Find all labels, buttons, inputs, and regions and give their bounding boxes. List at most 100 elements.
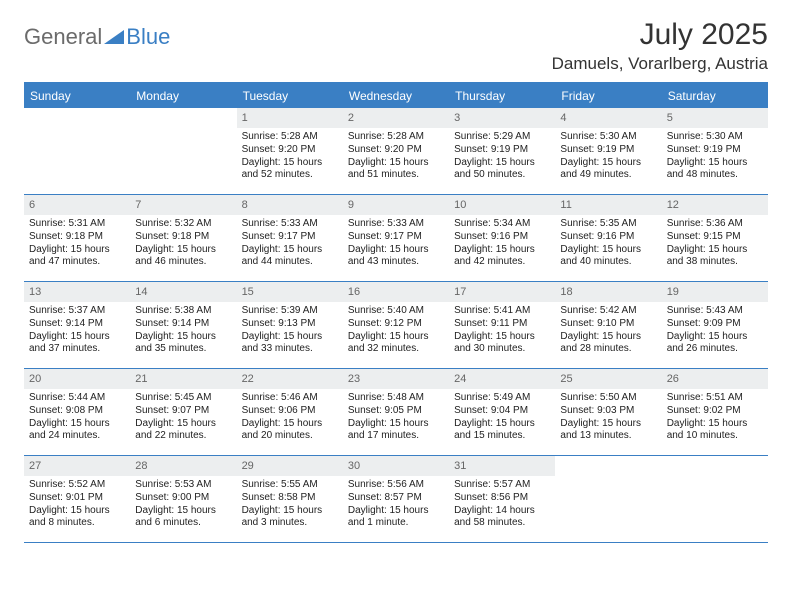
sunset-text: Sunset: 9:11 PM [454, 318, 550, 331]
day-number: 11 [555, 195, 661, 215]
daylight-text: Daylight: 15 hours and 28 minutes. [560, 331, 656, 357]
calendar-cell: 7Sunrise: 5:32 AMSunset: 9:18 PMDaylight… [130, 195, 236, 281]
sunset-text: Sunset: 9:20 PM [242, 144, 338, 157]
day-body: Sunrise: 5:51 AMSunset: 9:02 PMDaylight:… [662, 389, 768, 449]
calendar-cell [555, 456, 661, 542]
sunset-text: Sunset: 9:12 PM [348, 318, 444, 331]
day-body: Sunrise: 5:30 AMSunset: 9:19 PMDaylight:… [555, 128, 661, 188]
day-body: Sunrise: 5:33 AMSunset: 9:17 PMDaylight:… [343, 215, 449, 275]
day-number: 5 [662, 108, 768, 128]
calendar-cell: 29 Sunrise: 5:55 AMSunset: 8:58 PMDayligh… [237, 456, 343, 542]
calendar-cell: 20Sunrise: 5:44 AMSunset: 9:08 PMDayligh… [24, 369, 130, 455]
logo-triangle-icon [104, 28, 124, 46]
day-number: 21 [130, 369, 236, 389]
sunrise-text: Sunrise: 5:33 AM [348, 218, 444, 231]
day-number: 6 [24, 195, 130, 215]
day-header: Friday [555, 84, 661, 108]
title-block: July 2025 Damuels, Vorarlberg, Austria [552, 18, 768, 74]
day-number: 23 [343, 369, 449, 389]
day-body: Sunrise: 5:28 AMSunset: 9:20 PMDaylight:… [237, 128, 343, 188]
header: General Blue July 2025 Damuels, Vorarlbe… [24, 18, 768, 74]
day-body: Sunrise: 5:44 AMSunset: 9:08 PMDaylight:… [24, 389, 130, 449]
daylight-text: Daylight: 15 hours and 22 minutes. [135, 418, 231, 444]
sunrise-text: Sunrise: 5:50 AM [560, 392, 656, 405]
calendar-cell: 26Sunrise: 5:51 AMSunset: 9:02 PMDayligh… [662, 369, 768, 455]
sunrise-text: Sunrise: 5:28 AM [348, 131, 444, 144]
day-body: Sunrise: 5:28 AMSunset: 9:20 PMDaylight:… [343, 128, 449, 188]
sunset-text: Sunset: 9:20 PM [348, 144, 444, 157]
calendar-cell: 15Sunrise: 5:39 AMSunset: 9:13 PMDayligh… [237, 282, 343, 368]
month-title: July 2025 [552, 18, 768, 52]
daylight-text: Daylight: 14 hours and 58 minutes. [454, 505, 550, 531]
sunset-text: Sunset: 8:56 PM [454, 492, 550, 505]
day-body: Sunrise: 5:37 AMSunset: 9:14 PMDaylight:… [24, 302, 130, 362]
daylight-text: Daylight: 15 hours and 42 minutes. [454, 244, 550, 270]
sunrise-text: Sunrise: 5:43 AM [667, 305, 763, 318]
day-body: Sunrise: 5:35 AMSunset: 9:16 PMDaylight:… [555, 215, 661, 275]
daylight-text: Daylight: 15 hours and 30 minutes. [454, 331, 550, 357]
day-number: 30 [343, 456, 449, 476]
calendar-cell: 2Sunrise: 5:28 AMSunset: 9:20 PMDaylight… [343, 108, 449, 194]
daylight-text: Daylight: 15 hours and 24 minutes. [29, 418, 125, 444]
sunset-text: Sunset: 9:01 PM [29, 492, 125, 505]
sunset-text: Sunset: 9:03 PM [560, 405, 656, 418]
sunrise-text: Sunrise: 5:31 AM [29, 218, 125, 231]
day-number: 22 [237, 369, 343, 389]
day-body: Sunrise: 5:40 AMSunset: 9:12 PMDaylight:… [343, 302, 449, 362]
day-number: 8 [237, 195, 343, 215]
sunrise-text: Sunrise: 5:35 AM [560, 218, 656, 231]
day-body: Sunrise: 5:41 AMSunset: 9:11 PMDaylight:… [449, 302, 555, 362]
calendar-cell: 1Sunrise: 5:28 AMSunset: 9:20 PMDaylight… [237, 108, 343, 194]
day-number: 12 [662, 195, 768, 215]
sunset-text: Sunset: 9:04 PM [454, 405, 550, 418]
day-number: 10 [449, 195, 555, 215]
sunrise-text: Sunrise: 5:55 AM [242, 479, 338, 492]
sunrise-text: Sunrise: 5:51 AM [667, 392, 763, 405]
sunrise-text: Sunrise: 5:28 AM [242, 131, 338, 144]
day-header: Sunday [24, 84, 130, 108]
daylight-text: Daylight: 15 hours and 52 minutes. [242, 157, 338, 183]
day-body: Sunrise: 5:31 AMSunset: 9:18 PMDaylight:… [24, 215, 130, 275]
sunset-text: Sunset: 8:57 PM [348, 492, 444, 505]
day-body: Sunrise: 5:57 AMSunset: 8:56 PMDaylight:… [449, 476, 555, 536]
calendar-cell: 24Sunrise: 5:49 AMSunset: 9:04 PMDayligh… [449, 369, 555, 455]
day-number: 20 [24, 369, 130, 389]
sunset-text: Sunset: 9:02 PM [667, 405, 763, 418]
day-body: Sunrise: 5:56 AMSunset: 8:57 PMDaylight:… [343, 476, 449, 536]
sunset-text: Sunset: 9:17 PM [242, 231, 338, 244]
daylight-text: Daylight: 15 hours and 37 minutes. [29, 331, 125, 357]
day-body: Sunrise: 5:38 AMSunset: 9:14 PMDaylight:… [130, 302, 236, 362]
calendar-cell: 17Sunrise: 5:41 AMSunset: 9:11 PMDayligh… [449, 282, 555, 368]
daylight-text: Daylight: 15 hours and 50 minutes. [454, 157, 550, 183]
calendar-week: 1Sunrise: 5:28 AMSunset: 9:20 PMDaylight… [24, 108, 768, 195]
daylight-text: Daylight: 15 hours and 32 minutes. [348, 331, 444, 357]
sunrise-text: Sunrise: 5:30 AM [560, 131, 656, 144]
day-number: 27 [24, 456, 130, 476]
day-number: 28 [130, 456, 236, 476]
sunset-text: Sunset: 9:14 PM [135, 318, 231, 331]
sunrise-text: Sunrise: 5:32 AM [135, 218, 231, 231]
sunrise-text: Sunrise: 5:48 AM [348, 392, 444, 405]
calendar-cell: 28Sunrise: 5:53 AMSunset: 9:00 PMDayligh… [130, 456, 236, 542]
day-number: 29 [237, 456, 343, 476]
calendar-cell: 8Sunrise: 5:33 AMSunset: 9:17 PMDaylight… [237, 195, 343, 281]
sunset-text: Sunset: 9:07 PM [135, 405, 231, 418]
calendar-cell: 27Sunrise: 5:52 AMSunset: 9:01 PMDayligh… [24, 456, 130, 542]
daylight-text: Daylight: 15 hours and 48 minutes. [667, 157, 763, 183]
daylight-text: Daylight: 15 hours and 3 minutes. [242, 505, 338, 531]
calendar-cell: 3Sunrise: 5:29 AMSunset: 9:19 PMDaylight… [449, 108, 555, 194]
sunset-text: Sunset: 8:58 PM [242, 492, 338, 505]
day-number: 15 [237, 282, 343, 302]
day-body: Sunrise: 5:32 AMSunset: 9:18 PMDaylight:… [130, 215, 236, 275]
sunrise-text: Sunrise: 5:49 AM [454, 392, 550, 405]
daylight-text: Daylight: 15 hours and 38 minutes. [667, 244, 763, 270]
sunset-text: Sunset: 9:19 PM [667, 144, 763, 157]
day-body: Sunrise: 5:30 AMSunset: 9:19 PMDaylight:… [662, 128, 768, 188]
day-number: 3 [449, 108, 555, 128]
daylight-text: Daylight: 15 hours and 51 minutes. [348, 157, 444, 183]
sunset-text: Sunset: 9:17 PM [348, 231, 444, 244]
calendar-week: 20Sunrise: 5:44 AMSunset: 9:08 PMDayligh… [24, 369, 768, 456]
day-number: 25 [555, 369, 661, 389]
sunset-text: Sunset: 9:14 PM [29, 318, 125, 331]
daylight-text: Daylight: 15 hours and 46 minutes. [135, 244, 231, 270]
